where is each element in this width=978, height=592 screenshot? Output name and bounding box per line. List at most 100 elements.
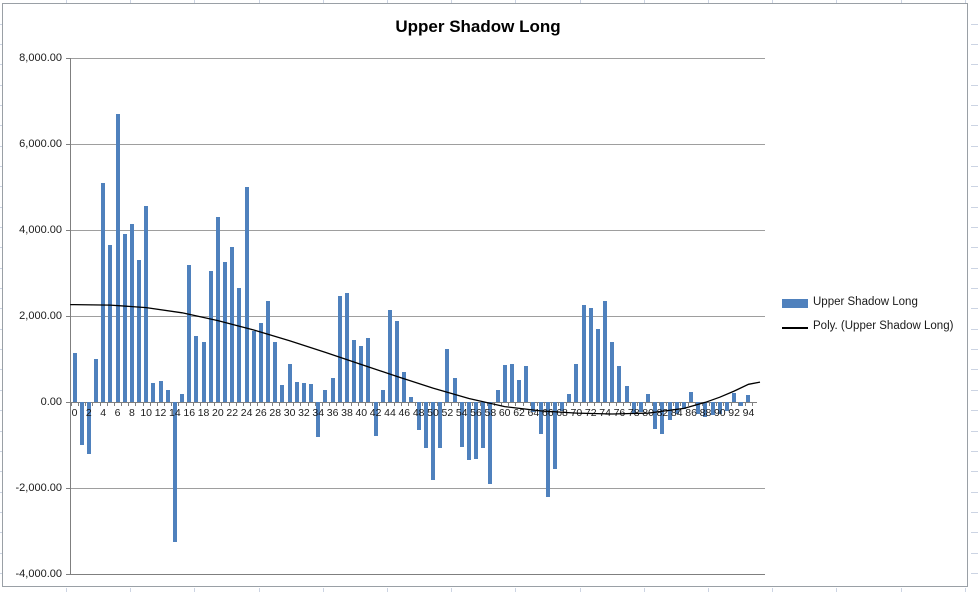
x-tick-label: 52 [441,407,454,420]
bar[interactable] [746,395,751,403]
bar[interactable] [165,390,170,403]
bar[interactable] [739,402,744,406]
bar[interactable] [581,305,586,403]
bar[interactable] [323,389,328,403]
bar[interactable] [560,402,565,411]
bar[interactable] [402,372,407,403]
bar[interactable] [366,337,371,403]
bar[interactable] [316,402,321,437]
bar[interactable] [194,335,199,403]
bar[interactable] [517,380,522,403]
bar[interactable] [696,402,701,414]
bar[interactable] [474,402,479,459]
bar[interactable] [266,301,271,403]
bar[interactable] [681,402,686,409]
bar[interactable] [344,293,349,403]
bar[interactable] [172,402,177,543]
bar[interactable] [445,348,450,403]
bar[interactable] [653,402,658,429]
bar[interactable] [710,402,715,416]
bar[interactable] [301,382,306,403]
bar[interactable] [101,182,106,403]
bar[interactable] [409,397,414,403]
bar[interactable] [294,382,299,403]
bar[interactable] [373,402,378,436]
bar[interactable] [617,366,622,403]
bar[interactable] [717,402,722,414]
bar[interactable] [631,402,636,414]
bar[interactable] [660,402,665,434]
bar[interactable] [287,363,292,403]
bar[interactable] [395,320,400,403]
bar[interactable] [108,245,113,403]
bar[interactable] [610,342,615,403]
bar[interactable] [208,271,213,403]
bar[interactable] [115,113,120,403]
bar[interactable] [524,366,529,403]
x-axis-tick [687,402,689,406]
bar[interactable] [244,187,249,403]
bar[interactable] [201,342,206,403]
bar[interactable] [137,260,142,403]
bar[interactable] [488,402,493,485]
bar[interactable] [359,346,364,403]
x-axis[interactable] [70,401,757,403]
bar[interactable] [387,309,392,403]
bar[interactable] [509,364,514,403]
bar[interactable] [180,394,185,403]
bar[interactable] [624,385,629,403]
bar[interactable] [251,331,256,403]
bar[interactable] [309,383,314,403]
bar[interactable] [502,365,507,403]
bar[interactable] [237,288,242,403]
bar[interactable] [438,402,443,448]
bar[interactable] [158,380,163,403]
bar[interactable] [595,329,600,403]
bar[interactable] [151,382,156,403]
bar[interactable] [129,223,134,403]
bar[interactable] [223,262,228,403]
bar[interactable] [732,392,737,403]
bar[interactable] [481,402,486,449]
bar[interactable] [273,342,278,403]
bar[interactable] [674,402,679,414]
bar[interactable] [122,234,127,403]
bar[interactable] [215,217,220,403]
bar[interactable] [466,402,471,460]
bar[interactable] [646,393,651,403]
bar[interactable] [552,402,557,470]
chart-title[interactable]: Upper Shadow Long [395,17,561,36]
bar[interactable] [567,393,572,403]
bar[interactable] [337,296,342,403]
bar[interactable] [380,390,385,403]
bar[interactable] [144,206,149,403]
bar[interactable] [538,402,543,434]
bar[interactable] [603,301,608,403]
bar[interactable] [452,378,457,403]
bar[interactable] [280,385,285,403]
bar[interactable] [638,402,643,412]
bar[interactable] [187,264,192,403]
bar[interactable] [588,307,593,403]
bar[interactable] [79,402,84,446]
bar[interactable] [258,322,263,403]
bar[interactable] [495,390,500,403]
bar[interactable] [94,359,98,403]
bar[interactable] [86,402,91,454]
bar[interactable] [352,339,357,403]
bar[interactable] [72,352,77,403]
bar[interactable] [416,402,421,431]
bar[interactable] [531,402,536,412]
bar[interactable] [703,402,708,417]
chart-area[interactable] [2,3,968,587]
bar[interactable] [423,402,428,448]
bar[interactable] [330,378,335,403]
bar[interactable] [574,363,579,403]
y-axis[interactable] [70,58,71,575]
bar[interactable] [459,402,464,447]
bar[interactable] [431,402,435,480]
bar[interactable] [689,391,694,403]
bar[interactable] [724,402,729,411]
bar[interactable] [545,402,550,498]
